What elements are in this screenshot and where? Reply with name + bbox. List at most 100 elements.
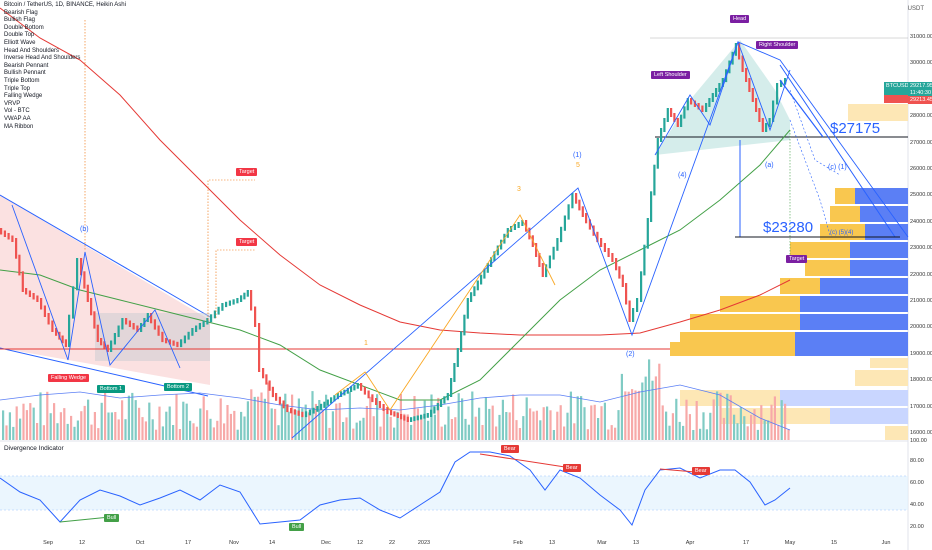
volume-bar bbox=[614, 427, 617, 440]
volume-bar bbox=[32, 407, 35, 440]
legend-item[interactable]: Bearish Pennant bbox=[4, 62, 49, 69]
candle bbox=[206, 318, 209, 325]
volume-bar bbox=[263, 398, 266, 440]
volume-bar bbox=[743, 416, 746, 440]
volume-bar bbox=[53, 403, 56, 440]
volume-bar bbox=[678, 421, 681, 440]
volume-bar bbox=[563, 426, 566, 440]
volume-bar bbox=[80, 411, 83, 440]
volume-bar bbox=[5, 425, 8, 440]
countdown-tag: 11:40:30 bbox=[908, 89, 932, 97]
volume-bar bbox=[478, 407, 481, 440]
candle bbox=[413, 416, 416, 422]
price-tick: 31000.00 bbox=[910, 34, 932, 40]
volume-bar bbox=[348, 391, 351, 440]
candle bbox=[80, 258, 83, 276]
candle bbox=[228, 300, 231, 306]
candle bbox=[466, 298, 469, 319]
legend-item[interactable]: Bullish Pennant bbox=[4, 70, 46, 77]
candle bbox=[64, 339, 67, 348]
legend-item[interactable]: Bearish Flag bbox=[4, 9, 38, 16]
candle bbox=[496, 245, 499, 256]
volume-bar bbox=[430, 394, 433, 440]
candle bbox=[153, 319, 156, 330]
volume-bar bbox=[777, 424, 780, 440]
divergence-indicator-title[interactable]: Divergence Indicator bbox=[4, 445, 64, 452]
volume-bar bbox=[22, 403, 25, 440]
volume-bar bbox=[552, 430, 555, 440]
legend-item[interactable]: Triple Bottom bbox=[4, 77, 40, 84]
candle bbox=[693, 100, 696, 107]
legend-item[interactable]: Double Bottom bbox=[4, 24, 44, 31]
volume-bar bbox=[93, 412, 96, 440]
volume-bar bbox=[294, 410, 297, 440]
candle bbox=[236, 298, 239, 304]
time-tick: 17 bbox=[184, 540, 192, 546]
candle bbox=[350, 386, 353, 392]
candle bbox=[632, 308, 635, 322]
candle bbox=[168, 339, 171, 345]
candle bbox=[640, 271, 643, 302]
target-label-1: Target bbox=[236, 168, 258, 176]
candle bbox=[132, 323, 135, 330]
candle bbox=[90, 298, 93, 316]
volume-bar bbox=[121, 400, 124, 440]
candle bbox=[136, 325, 139, 332]
candle bbox=[356, 383, 359, 389]
volume-bar bbox=[787, 429, 790, 440]
legend-item[interactable]: Double Top bbox=[4, 32, 35, 39]
wave-a-label: (a) bbox=[765, 162, 774, 169]
candle bbox=[483, 268, 486, 279]
price-tick: 21000.00 bbox=[910, 298, 932, 304]
volume-bar bbox=[454, 417, 457, 440]
volume-bar bbox=[644, 376, 647, 440]
indicator-legend: Bitcoin / TetherUS, 1D, BINANCE, Heikin … bbox=[4, 2, 126, 131]
legend-item[interactable]: Bullish Flag bbox=[4, 17, 36, 24]
candle bbox=[55, 328, 58, 336]
legend-item[interactable]: MA Ribbon bbox=[4, 123, 34, 130]
candle bbox=[243, 292, 246, 300]
volume-bar bbox=[206, 410, 209, 440]
volume-bar bbox=[301, 408, 304, 440]
time-tick: Apr bbox=[685, 540, 695, 546]
volume-bar bbox=[773, 396, 776, 440]
candle bbox=[232, 299, 235, 305]
legend-item[interactable]: Inverse Head And Shoulders bbox=[4, 55, 81, 62]
volume-bar bbox=[15, 406, 18, 440]
legend-item[interactable]: Falling Wedge bbox=[4, 93, 43, 100]
candle bbox=[72, 286, 75, 319]
volume-bar bbox=[586, 429, 589, 440]
candle bbox=[390, 410, 393, 416]
candle bbox=[403, 415, 406, 421]
candle bbox=[83, 271, 86, 289]
candle bbox=[28, 290, 31, 297]
volume-bar bbox=[229, 413, 232, 440]
candle bbox=[110, 340, 113, 352]
volume-bar bbox=[46, 391, 49, 440]
volume-bar bbox=[607, 429, 610, 440]
legend-item[interactable]: Elliott Wave bbox=[4, 39, 36, 46]
volume-bar bbox=[406, 414, 409, 440]
price-tick: 30000.00 bbox=[910, 60, 932, 67]
candle bbox=[765, 123, 768, 132]
candle bbox=[585, 213, 588, 224]
time-tick: Dec bbox=[321, 540, 331, 546]
legend-item[interactable]: Triple Top bbox=[4, 85, 31, 92]
candle bbox=[246, 290, 249, 297]
legend-item[interactable]: VRVP bbox=[4, 100, 21, 107]
candle bbox=[721, 78, 724, 87]
volume-bar bbox=[134, 400, 137, 440]
candle bbox=[240, 295, 243, 302]
time-tick: Oct bbox=[135, 540, 145, 546]
volume-bar bbox=[440, 426, 443, 440]
candle bbox=[460, 331, 463, 352]
legend-item[interactable]: Head And Shoulders bbox=[4, 47, 60, 54]
candle bbox=[297, 410, 300, 416]
volume-bar bbox=[437, 397, 440, 440]
candle bbox=[47, 313, 50, 325]
volume-bar bbox=[593, 404, 596, 440]
legend-item[interactable]: VWAP AA bbox=[4, 115, 31, 122]
legend-item[interactable]: Vol - BTC bbox=[4, 108, 30, 115]
candle bbox=[755, 98, 758, 112]
